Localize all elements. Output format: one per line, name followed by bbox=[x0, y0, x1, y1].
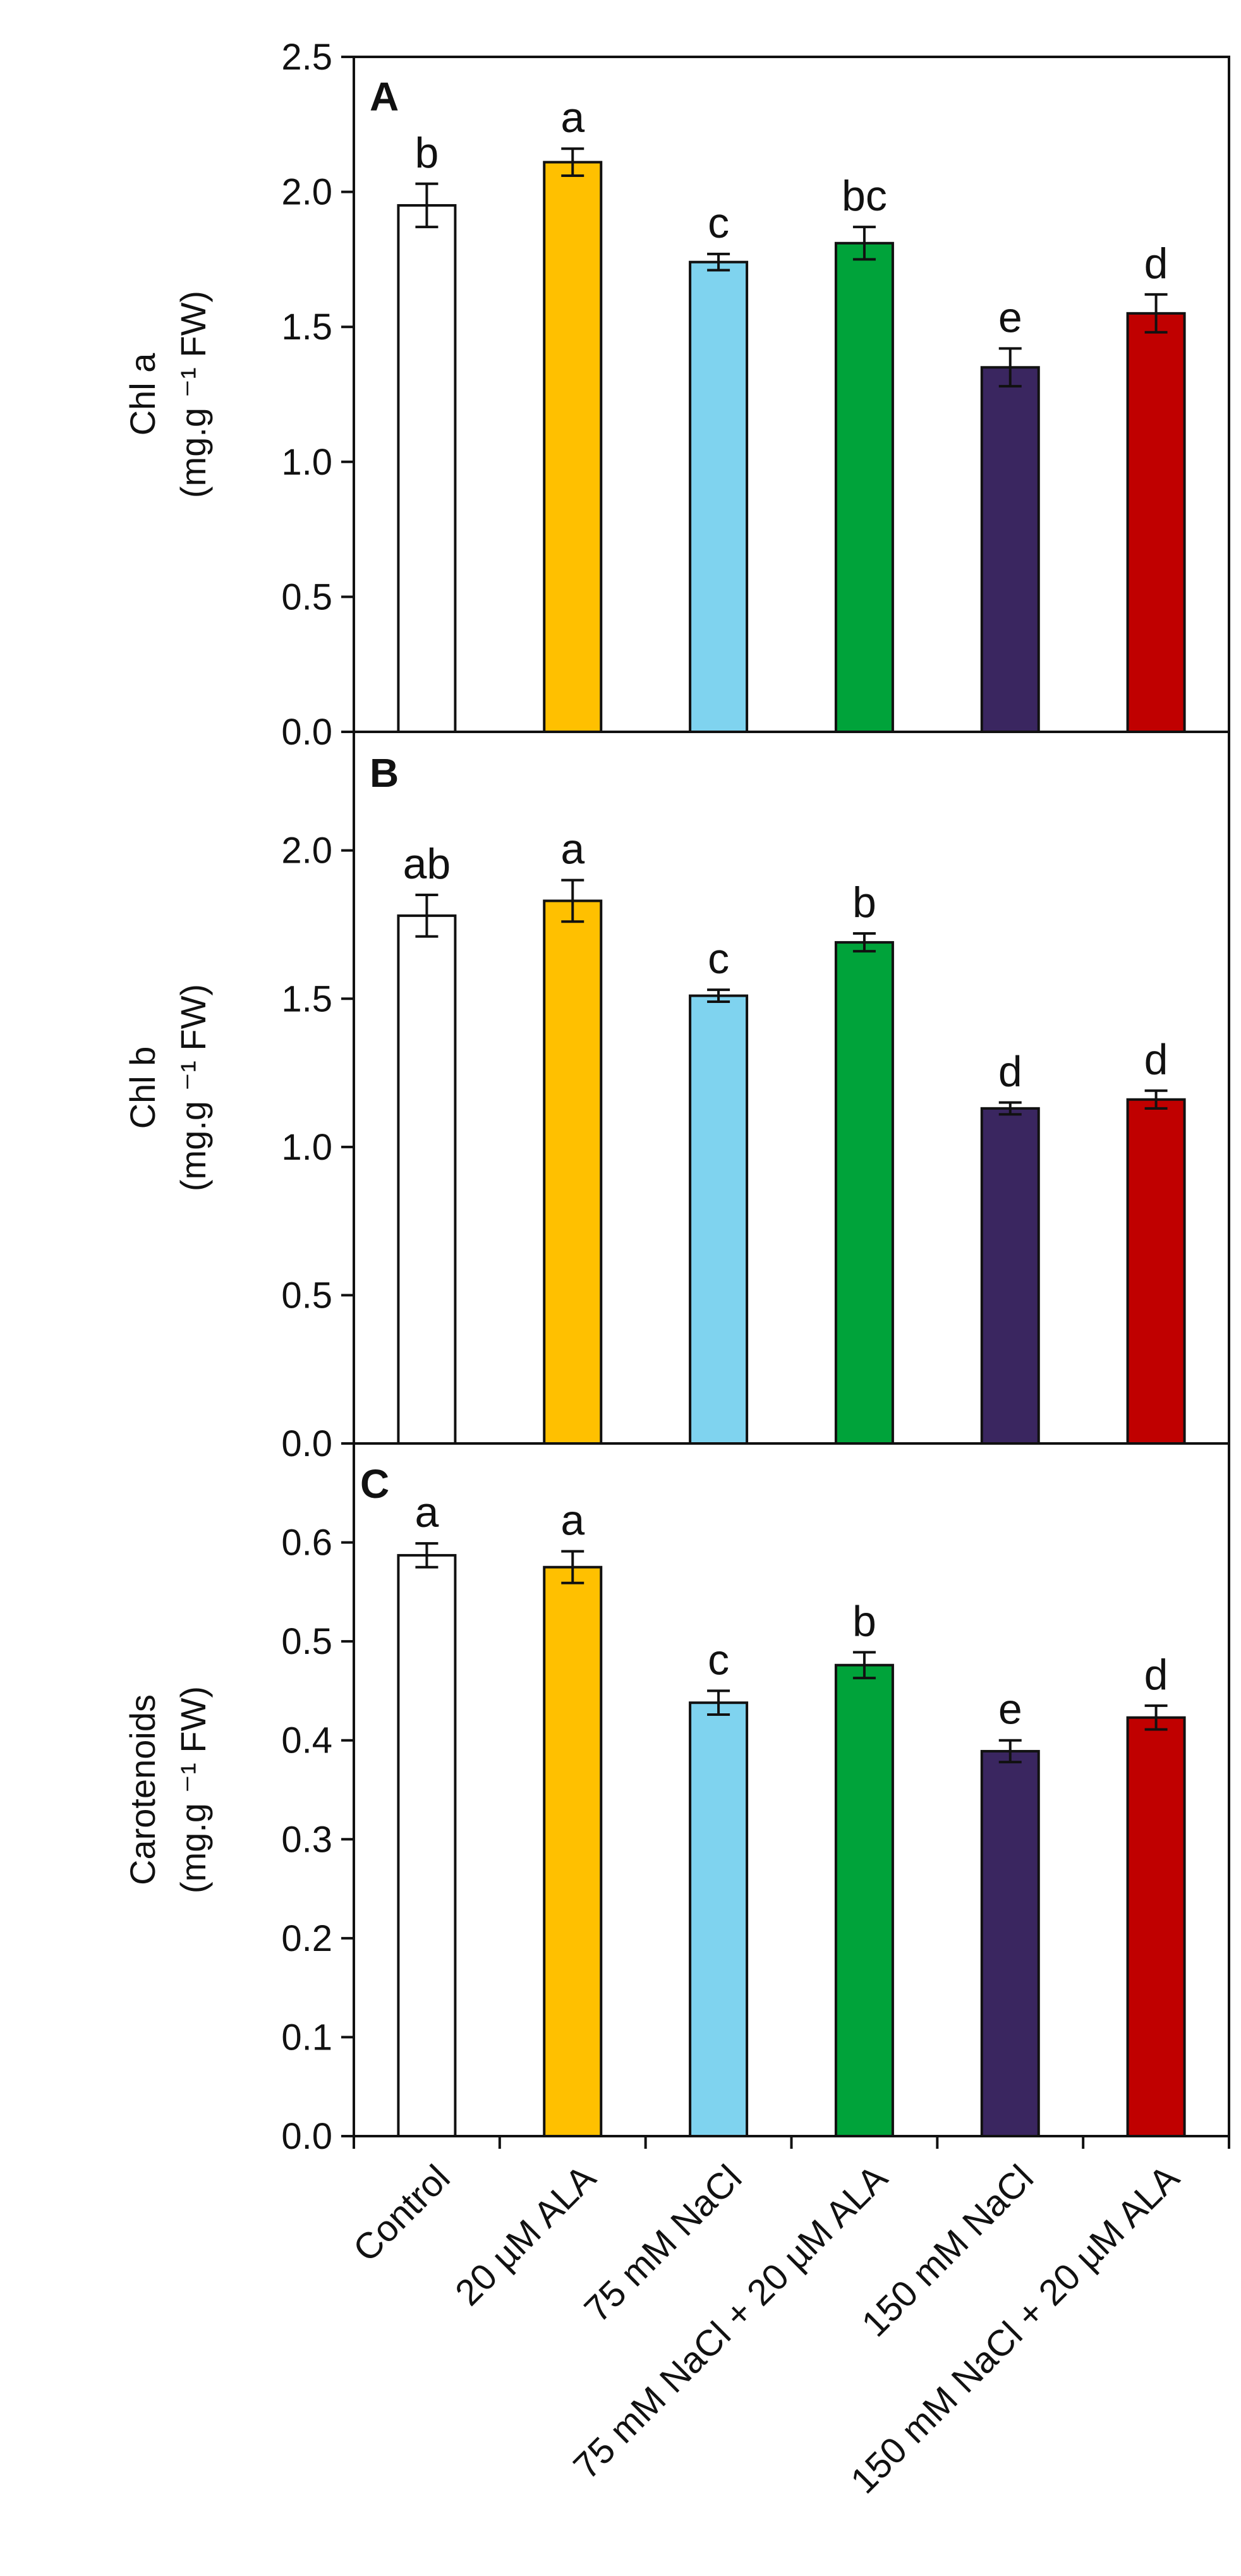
y-tick-label: 0.1 bbox=[281, 2017, 332, 2058]
significance-letter: a bbox=[560, 94, 584, 142]
panel-letter: C bbox=[360, 1461, 389, 1507]
significance-letter: b bbox=[852, 878, 876, 927]
significance-letter: e bbox=[998, 293, 1022, 341]
y-axis-unit-label: (mg.g ⁻¹ FW) bbox=[173, 291, 213, 498]
category-label: 20 µM ALA bbox=[447, 2157, 604, 2314]
category-label: Control bbox=[345, 2157, 457, 2269]
bar-2 bbox=[543, 1565, 603, 2138]
y-tick-label: 2.0 bbox=[281, 172, 332, 213]
significance-letter: c bbox=[708, 1636, 729, 1684]
y-tick-label: 0.3 bbox=[281, 1819, 332, 1860]
significance-letter: d bbox=[1144, 1036, 1168, 1084]
error-bar bbox=[998, 1739, 1022, 1764]
error-bar bbox=[852, 1651, 876, 1680]
significance-letter: a bbox=[560, 825, 584, 873]
plot-frame bbox=[353, 1442, 1230, 2137]
significance-letter: d bbox=[1144, 240, 1168, 288]
significance-letter: a bbox=[415, 1488, 439, 1536]
significance-letter: e bbox=[998, 1686, 1022, 1734]
y-axis-unit-label: (mg.g ⁻¹ FW) bbox=[173, 1686, 213, 1893]
y-tick-label: 0.2 bbox=[281, 1918, 332, 1959]
error-bar bbox=[707, 1689, 730, 1716]
y-tick-label: 0.0 bbox=[281, 712, 332, 753]
error-bar bbox=[415, 1542, 439, 1569]
y-tick-label: 2.5 bbox=[281, 37, 332, 78]
panel-a: 0.0 0.5 1.0 1.5 2.0 2.5 Chl a (mg.g ⁻¹ FW) Ab a c b… bbox=[123, 37, 1230, 753]
error-bar bbox=[998, 1101, 1022, 1116]
significance-letter: d bbox=[1144, 1651, 1168, 1699]
y-tick-label: 0.5 bbox=[281, 1275, 332, 1316]
y-axis-label: Chl b bbox=[123, 1047, 162, 1129]
panel-b: 0.0 0.5 1.0 1.5 2.0 Chl b (mg.g ⁻¹ FW) Bab a c b d d bbox=[123, 731, 1230, 1464]
significance-letter: ab bbox=[403, 840, 451, 888]
significance-letter: c bbox=[708, 935, 729, 983]
significance-letter: b bbox=[415, 129, 439, 177]
bar-1 bbox=[397, 1553, 457, 2138]
bar-4 bbox=[834, 1663, 894, 2137]
bar-5 bbox=[980, 1749, 1040, 2138]
y-tick-label: 0.0 bbox=[281, 2116, 332, 2157]
bar-3 bbox=[689, 994, 749, 1445]
y-axis-label: Carotenoids bbox=[123, 1694, 162, 1885]
y-tick-label: 0.6 bbox=[281, 1522, 332, 1564]
bar-1 bbox=[397, 914, 457, 1445]
category-label: 75 mM NaCl + 20 µM ALA bbox=[566, 2157, 895, 2487]
error-bar bbox=[561, 878, 584, 923]
error-bar bbox=[852, 932, 876, 953]
error-bar bbox=[415, 182, 439, 229]
bar-5 bbox=[980, 1107, 1040, 1445]
error-bar bbox=[561, 1550, 584, 1584]
y-tick-label: 0.4 bbox=[281, 1720, 332, 1761]
y-axis-unit-label: (mg.g ⁻¹ FW) bbox=[173, 984, 213, 1191]
y-tick-label: 0.0 bbox=[281, 1423, 332, 1464]
bar-5 bbox=[980, 366, 1040, 733]
error-bar bbox=[998, 347, 1022, 388]
y-tick-label: 1.0 bbox=[281, 442, 332, 483]
panel-letter: B bbox=[370, 750, 399, 796]
significance-letter: a bbox=[560, 1497, 584, 1545]
significance-letter: d bbox=[998, 1047, 1022, 1095]
bar-4 bbox=[834, 241, 894, 733]
plot-frame bbox=[353, 56, 1230, 733]
bar-2 bbox=[543, 161, 603, 734]
error-bar bbox=[1144, 1704, 1168, 1731]
y-tick-label: 1.5 bbox=[281, 307, 332, 348]
error-bar bbox=[1144, 293, 1168, 334]
error-bar bbox=[415, 894, 439, 938]
error-bar bbox=[852, 226, 876, 261]
bar-3 bbox=[689, 1701, 749, 2137]
chart-panels: 0.0 0.5 1.0 1.5 2.0 2.5 Chl a (mg.g ⁻¹ FW) Ab a c b… bbox=[123, 37, 1230, 2157]
y-tick-label: 2.0 bbox=[281, 830, 332, 872]
y-tick-label: 0.5 bbox=[281, 576, 332, 617]
bar-1 bbox=[397, 204, 457, 733]
error-bar bbox=[561, 147, 584, 177]
bar-6 bbox=[1126, 1098, 1186, 1445]
y-tick-label: 0.5 bbox=[281, 1621, 332, 1662]
bar-2 bbox=[543, 899, 603, 1445]
significance-letter: bc bbox=[842, 172, 887, 220]
error-bar bbox=[1144, 1089, 1168, 1110]
y-tick-label: 1.5 bbox=[281, 978, 332, 1019]
error-bar bbox=[707, 252, 730, 272]
significance-letter: b bbox=[852, 1597, 876, 1645]
bar-4 bbox=[834, 941, 894, 1445]
panel-c: 0.0 0.1 0.2 0.3 0.4 0.5 0.6 Carotenoids (mg.g ⁻¹… bbox=[123, 1442, 1230, 2157]
plot-frame bbox=[353, 731, 1230, 1445]
bar-3 bbox=[689, 260, 749, 733]
panel-letter: A bbox=[370, 74, 399, 119]
error-bar bbox=[707, 988, 730, 1003]
y-axis-label: Chl a bbox=[123, 353, 162, 436]
bar-6 bbox=[1126, 1716, 1186, 2137]
bar-6 bbox=[1126, 312, 1186, 733]
significance-letter: c bbox=[708, 199, 729, 247]
y-tick-label: 1.0 bbox=[281, 1127, 332, 1168]
